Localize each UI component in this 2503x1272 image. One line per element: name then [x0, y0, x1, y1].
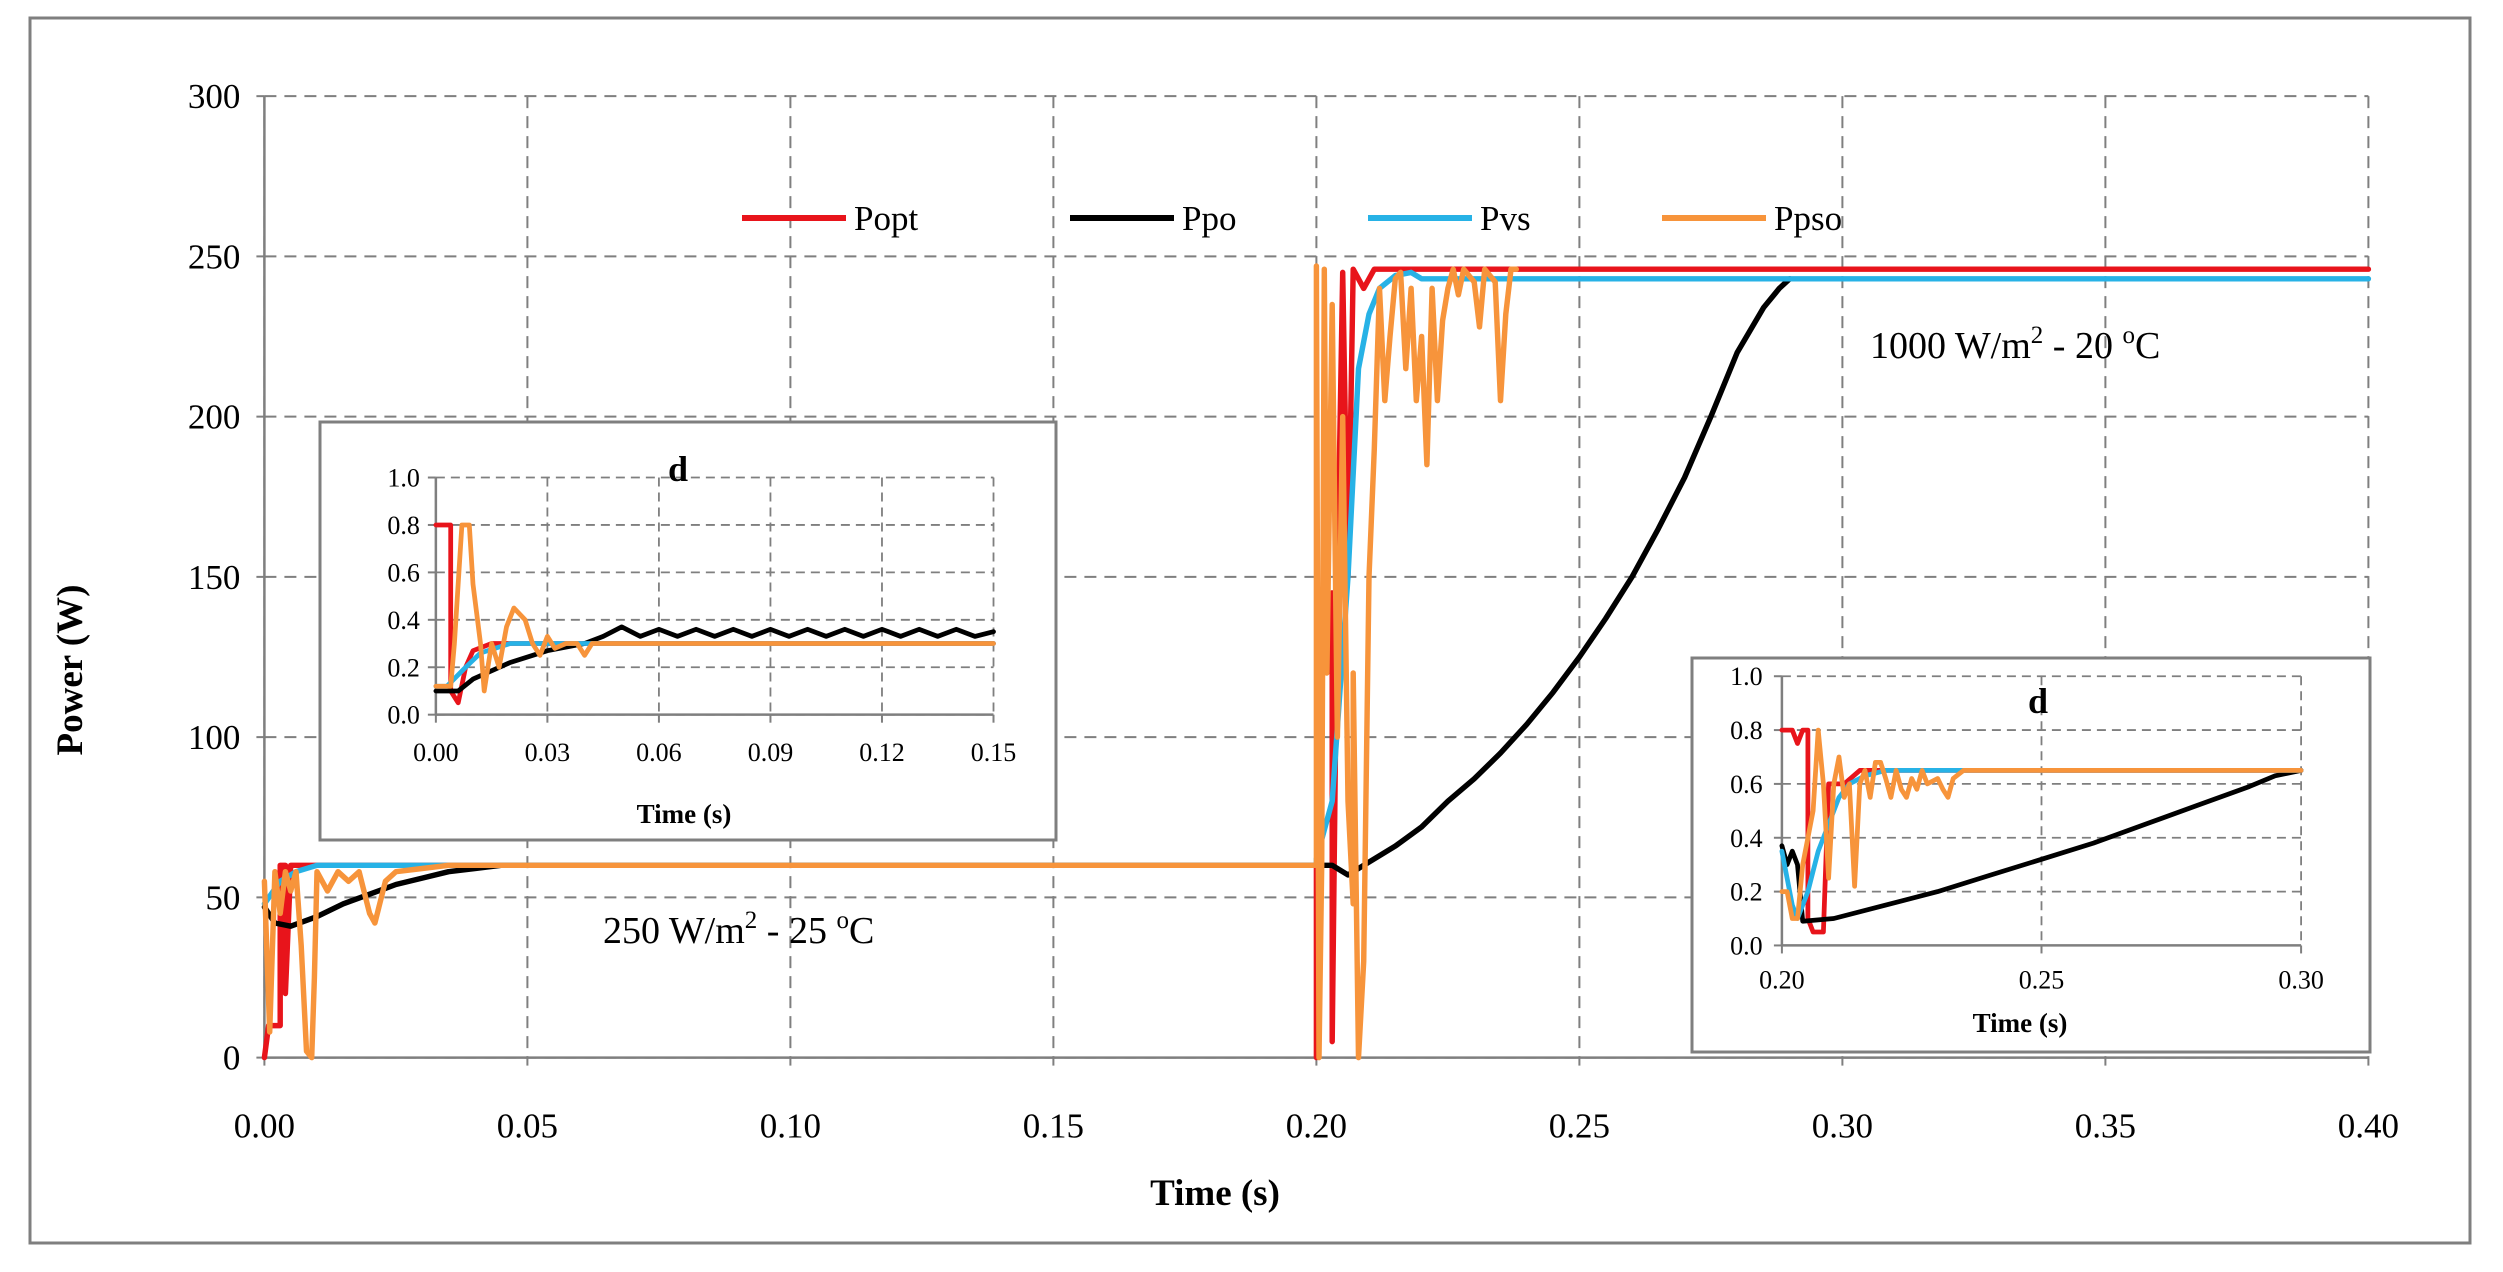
- main-y-tick-label: 50: [205, 878, 240, 917]
- inset2-x-tick-label: 0.20: [1759, 966, 1805, 995]
- inset-duty-cycle-1: 0.00 0.03 0.06 0.09 0.12 0.15 0.0 0.2 0.4 0.6 0.8…: [318, 420, 1058, 842]
- inset1-y-tick-label: 0.2: [387, 653, 420, 682]
- main-x-tick-label: 0.00: [234, 1107, 295, 1146]
- annotation-high-temp: - 20: [2043, 325, 2122, 367]
- main-series-ppso: [261, 263, 1520, 1061]
- legend-label-pvs: Pvs: [1480, 199, 1531, 238]
- legend-label-popt: Popt: [854, 199, 918, 238]
- inset2-title: d: [2028, 681, 2048, 721]
- inset1-x-tick-labels: 0.00 0.03 0.06 0.09 0.12 0.15: [413, 738, 1016, 767]
- inset2-y-tick-label: 1.0: [1730, 662, 1763, 691]
- inset1-x-axis-title: Time (s): [637, 799, 732, 829]
- main-y-tick-label: 300: [188, 77, 241, 116]
- inset2-x-axis-title: Time (s): [1973, 1008, 2068, 1038]
- inset2-y-tick-label: 0.8: [1730, 716, 1763, 745]
- annotation-low-irradiance: 250 W/m2 - 25 oC: [603, 907, 874, 952]
- annotation-high-unit: W/m: [1946, 325, 2031, 367]
- main-x-axis-title: Time (s): [1150, 1173, 1280, 1214]
- inset2-y-tick-label: 0.6: [1730, 770, 1763, 799]
- main-y-tick-label: 200: [188, 398, 241, 437]
- main-y-tick-label: 0: [223, 1039, 241, 1078]
- inset2-x-tick-labels: 0.20 0.25 0.30: [1759, 966, 2324, 995]
- annotation-high-deg: o: [2122, 322, 2135, 349]
- main-series-pvs: [261, 269, 2372, 907]
- annotation-low-sup: 2: [745, 907, 758, 934]
- inset2-series: [1779, 727, 2304, 935]
- annotation-low-temp: - 25: [757, 910, 836, 952]
- inset2-y-tick-label: 0.0: [1730, 931, 1763, 960]
- main-y-tick-label: 150: [188, 558, 241, 597]
- main-x-tick-label: 0.30: [1812, 1107, 1873, 1146]
- annotation-low-deg: o: [836, 907, 849, 934]
- main-x-tick-label: 0.15: [1023, 1107, 1084, 1146]
- annotation-low-value: 250: [603, 910, 660, 952]
- main-x-tick-label: 0.25: [1549, 1107, 1610, 1146]
- annotation-high-irradiance: 1000 W/m2 - 20 oC: [1870, 322, 2160, 367]
- inset1-axes: [427, 476, 995, 723]
- inset1-x-tick-label: 0.06: [636, 738, 682, 767]
- inset1-x-tick-label: 0.15: [971, 738, 1017, 767]
- inset1-y-tick-label: 1.0: [387, 464, 420, 493]
- inset1-title: d: [668, 449, 688, 489]
- main-y-tick-labels: 0 50 100 150 200 250 300: [188, 77, 241, 1077]
- inset1-series-ppo: [433, 624, 996, 694]
- inset2-y-tick-label: 0.2: [1730, 878, 1763, 907]
- inset2-x-tick-label: 0.30: [2278, 966, 2324, 995]
- inset2-x-tick-label: 0.25: [2019, 966, 2065, 995]
- inset1-x-tick-label: 0.03: [525, 738, 571, 767]
- inset1-y-tick-label: 0.8: [387, 511, 420, 540]
- legend-label-ppo: Ppo: [1182, 199, 1236, 238]
- inset1-series: [433, 522, 996, 706]
- inset1-y-tick-labels: 0.0 0.2 0.4 0.6 0.8 1.0: [387, 464, 420, 730]
- annotation-high-sup: 2: [2031, 322, 2044, 349]
- inset2-frame: [1690, 656, 2372, 1054]
- main-x-tick-label: 0.40: [2338, 1107, 2399, 1146]
- main-x-tick-labels: 0.00 0.05 0.10 0.15 0.20 0.25 0.30 0.35 0.40: [234, 1107, 2399, 1146]
- inset2-y-tick-labels: 0.0 0.2 0.4 0.6 0.8 1.0: [1730, 662, 1763, 960]
- main-y-axis-title: Power (W): [50, 585, 91, 756]
- inset1-y-tick-label: 0.6: [387, 558, 420, 587]
- inset2-y-tick-label: 0.4: [1730, 824, 1763, 853]
- legend: Popt Ppo Pvs Ppso: [742, 199, 1842, 238]
- main-series-ppo: [261, 276, 1793, 929]
- main-y-tick-label: 250: [188, 237, 241, 276]
- main-y-tick-label: 100: [188, 718, 241, 757]
- main-x-tick-label: 0.35: [2075, 1107, 2136, 1146]
- inset2-series-ppso: [1779, 727, 2304, 921]
- inset2-series-popt: [1779, 727, 2304, 935]
- annotation-high-value: 1000: [1870, 325, 1946, 367]
- inset1-y-tick-label: 0.0: [387, 701, 420, 730]
- inset2-axes: [1773, 675, 2303, 954]
- main-x-tick-label: 0.10: [760, 1107, 821, 1146]
- inset1-y-tick-label: 0.4: [387, 606, 420, 635]
- inset1-series-ppso: [433, 522, 996, 694]
- legend-label-ppso: Ppso: [1774, 199, 1842, 238]
- inset1-x-tick-label: 0.12: [859, 738, 905, 767]
- inset1-x-tick-label: 0.09: [748, 738, 794, 767]
- inset2-series-ppo: [1779, 768, 2304, 924]
- main-x-tick-label: 0.05: [497, 1107, 558, 1146]
- annotation-low-unit: W/m: [660, 910, 745, 952]
- inset1-x-tick-label: 0.00: [413, 738, 459, 767]
- inset-duty-cycle-2: 0.20 0.25 0.30 0.0 0.2 0.4 0.6 0.8 1.0 d Time (…: [1690, 656, 2372, 1054]
- annotation-high-celsius: C: [2135, 325, 2160, 367]
- annotation-low-celsius: C: [849, 910, 874, 952]
- main-series: [261, 263, 2372, 1061]
- main-x-tick-label: 0.20: [1286, 1107, 1347, 1146]
